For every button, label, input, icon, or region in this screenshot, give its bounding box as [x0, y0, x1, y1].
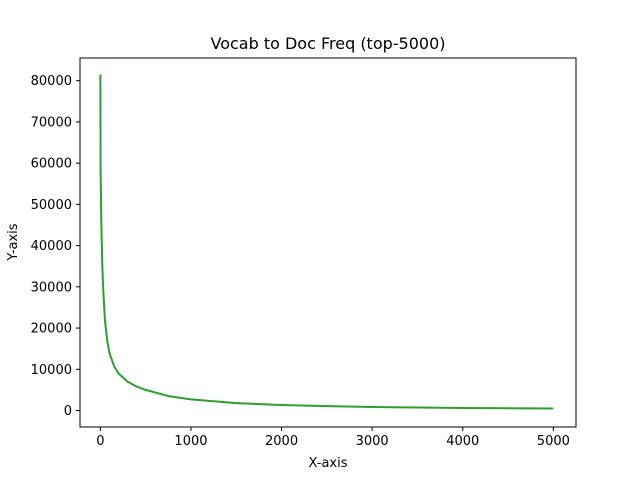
x-tick-label: 4000 [446, 434, 479, 449]
series-line [99, 74, 554, 410]
y-tick-label: 70000 [31, 115, 72, 130]
y-tick-label: 50000 [31, 198, 72, 213]
x-axis-label: X-axis [309, 456, 348, 471]
y-axis-ticks: 0 10000 20000 30000 40000 50000 60000 70000 8000… [31, 74, 80, 419]
x-tick-label: 0 [96, 434, 104, 449]
x-tick-label: 3000 [356, 434, 389, 449]
y-tick-label: 30000 [31, 280, 72, 295]
x-tick-label: 5000 [537, 434, 570, 449]
y-tick-label: 20000 [31, 322, 72, 337]
series-group [99, 74, 554, 410]
y-tick-label: 40000 [31, 239, 72, 254]
x-tick-label: 2000 [265, 434, 298, 449]
plot-area [79, 57, 577, 428]
chart-title: Vocab to Doc Freq (top-5000) [210, 34, 445, 53]
y-tick-label: 10000 [31, 363, 72, 378]
x-axis-ticks: 0 1000 2000 3000 4000 5000 [96, 427, 570, 449]
y-axis-label: Y-axis [6, 223, 21, 261]
y-tick-label: 80000 [31, 74, 72, 89]
x-tick-label: 1000 [174, 434, 207, 449]
y-tick-label: 0 [64, 404, 72, 419]
y-tick-label: 60000 [31, 157, 72, 172]
